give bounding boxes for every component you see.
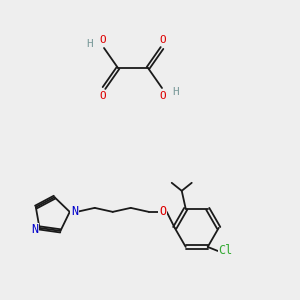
- Text: O: O: [100, 91, 106, 101]
- Text: H: H: [172, 87, 179, 97]
- Text: N: N: [31, 224, 38, 236]
- Text: O: O: [160, 35, 167, 45]
- Text: H: H: [87, 39, 93, 49]
- Text: O: O: [160, 91, 167, 101]
- Text: O: O: [159, 206, 166, 218]
- Text: O: O: [100, 35, 106, 45]
- Text: Cl: Cl: [219, 244, 233, 257]
- Text: N: N: [71, 206, 78, 218]
